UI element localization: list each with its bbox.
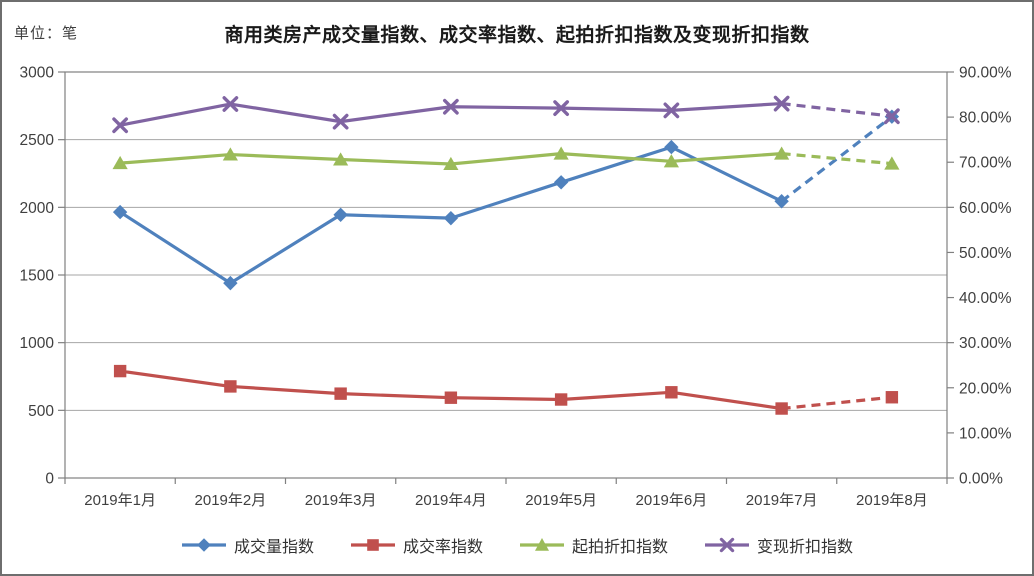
left-axis-tick-label: 2500 (20, 132, 55, 149)
right-axis-tick-label: 60.00% (959, 200, 1012, 217)
x-axis-label: 2019年6月 (636, 492, 708, 509)
series-line-dashed-3 (781, 101, 893, 118)
series-marker-1 (665, 386, 678, 399)
series-marker-3 (332, 113, 349, 130)
series-line-dashed-2 (781, 152, 893, 166)
legend-marker-square-icon (350, 539, 395, 551)
right-axis-tick-label: 80.00% (959, 110, 1012, 127)
series-marker-3 (442, 98, 459, 115)
series-marker-0 (112, 204, 128, 220)
right-axis-tick-label: 40.00% (959, 290, 1012, 307)
series-marker-3 (883, 108, 900, 125)
right-axis-tick-label: 70.00% (959, 155, 1012, 172)
series-marker-2 (443, 156, 459, 171)
x-axis-label: 2019年5月 (525, 492, 597, 509)
left-axis-tick-label: 2000 (20, 200, 55, 217)
series-marker-1 (224, 380, 237, 393)
unit-label: 单位：笔 (14, 25, 79, 42)
series-marker-1 (554, 393, 568, 406)
legend-marker-triangle-icon (520, 538, 564, 551)
left-axis-tick-label: 0 (45, 471, 54, 488)
left-axis-tick-label: 1000 (20, 335, 55, 352)
right-axis-tick-label: 30.00% (959, 335, 1012, 352)
x-axis-label: 2019年4月 (415, 492, 487, 509)
series-marker-1 (885, 391, 899, 404)
left-axis-tick-label: 1500 (20, 268, 55, 285)
right-axis-tick-label: 0.00% (959, 471, 1003, 488)
series-marker-2 (222, 147, 238, 161)
x-axis-label: 2019年7月 (746, 492, 818, 509)
right-axis-tick-label: 90.00% (959, 65, 1012, 82)
legend-label: 起拍折扣指数 (572, 539, 669, 556)
series-marker-0 (333, 207, 348, 222)
x-axis-label: 2019年3月 (305, 492, 377, 509)
legend-item-0: 成交量指数 (181, 533, 314, 557)
legend-item-3: 变现折扣指数 (704, 533, 853, 557)
series-marker-1 (444, 391, 458, 404)
legend-marker-x-icon (705, 537, 750, 553)
left-axis-tick-label: 500 (28, 403, 54, 420)
series-marker-3 (553, 100, 570, 116)
legend-item-1: 成交率指数 (350, 533, 483, 557)
legend-label: 成交率指数 (402, 539, 483, 556)
x-axis-label: 2019年2月 (195, 492, 267, 509)
series-line-dashed-1 (781, 395, 893, 411)
plot-area: 3000 2500 2000 1500 1000 500 0 90.00% 80.00% 70.0… (20, 65, 1012, 510)
left-axis-tick-label: 3000 (20, 65, 55, 82)
series-marker-3 (773, 95, 790, 112)
series-line-dashed-0 (780, 115, 893, 203)
legend-marker-diamond-icon (181, 538, 226, 552)
right-axis-tick-label: 50.00% (959, 245, 1012, 262)
series-marker-2 (112, 155, 128, 170)
series-marker-2 (553, 146, 569, 160)
x-axis-label: 2019年1月 (84, 492, 156, 509)
series-marker-0 (664, 139, 679, 155)
series-marker-1 (334, 387, 347, 400)
series-marker-0 (443, 210, 459, 226)
series-marker-0 (553, 175, 569, 190)
series-marker-0 (223, 275, 238, 291)
legend-item-2: 起拍折扣指数 (519, 533, 668, 557)
series-marker-1 (775, 402, 788, 415)
legend: 成交量指数 成交率指数 起拍折扣指数 变现折扣指数 (2, 533, 1032, 557)
series-marker-1 (113, 364, 127, 378)
x-axis-label: 2019年8月 (856, 492, 928, 509)
series-marker-2 (774, 146, 790, 160)
series-marker-2 (333, 152, 349, 166)
right-axis-tick-label: 20.00% (959, 380, 1012, 397)
series-marker-3 (222, 96, 239, 112)
right-axis-tick-label: 10.00% (959, 425, 1012, 442)
series-marker-3 (663, 102, 680, 119)
legend-label: 成交量指数 (233, 539, 314, 556)
series-marker-2 (663, 154, 679, 168)
series-marker-0 (774, 194, 789, 209)
series-marker-2 (884, 156, 900, 170)
chart-title: 商用类房产成交量指数、成交率指数、起拍折扣指数及变现折扣指数 (224, 25, 810, 46)
series-marker-3 (112, 117, 129, 134)
legend-label: 变现折扣指数 (757, 539, 854, 556)
